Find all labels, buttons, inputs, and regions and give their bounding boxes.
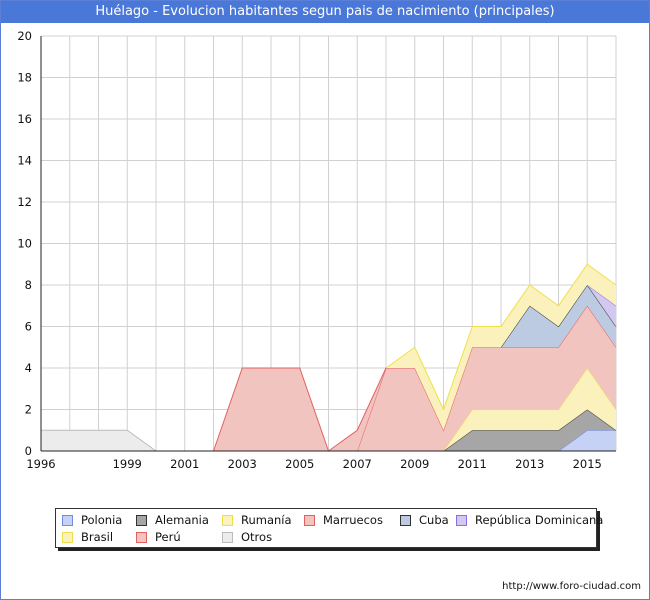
legend-item-republica-dominicana: República Dominicana (456, 513, 603, 527)
legend-swatch (400, 514, 411, 526)
x-tick-label: 2001 (170, 457, 199, 471)
area-rumania (41, 368, 616, 451)
x-tick-label: 2013 (515, 457, 544, 471)
legend-item-otros: Otros (222, 530, 272, 544)
source-link[interactable]: http://www.foro-ciudad.com (502, 581, 641, 592)
y-tick-label: 4 (25, 361, 32, 375)
y-tick-label: 16 (17, 112, 32, 126)
y-tick-label: 20 (17, 29, 32, 43)
area-otros (41, 264, 616, 451)
legend-item-brasil: Brasil (62, 530, 113, 544)
legend-label: Cuba (419, 513, 449, 527)
legend-swatch (136, 514, 147, 526)
legend-swatch (62, 531, 73, 543)
legend-item-rumania: Rumanía (222, 513, 292, 527)
chart-plot: 0 2 4 6 8 10 12 14 16 18 20 1996 1999 2001 2003 2005 200… (17, 29, 617, 471)
legend-item-polonia: Polonia (62, 513, 122, 527)
chart-title: Huélago - Evolucion habitantes segun pai… (1, 1, 649, 23)
x-tick-label: 2015 (573, 457, 602, 471)
legend-label: Alemania (155, 513, 209, 527)
line-brasil (385, 263, 617, 411)
y-tick-label: 0 (25, 444, 32, 458)
x-tick-label: 2009 (400, 457, 429, 471)
legend-swatch (222, 531, 233, 543)
y-tick-label: 6 (25, 320, 32, 334)
y-tick-label: 2 (25, 403, 32, 417)
legend-item-cuba: Cuba (400, 513, 449, 527)
x-tick-label: 2003 (228, 457, 257, 471)
chart-legend: Polonia Alemania Rumanía Marruecos Cuba Repúb… (55, 508, 603, 548)
legend-label: Rumanía (241, 513, 292, 527)
legend-swatch (62, 514, 73, 526)
area-marruecos (41, 305, 616, 451)
legend-label: Brasil (81, 530, 114, 544)
legend-label: Marruecos (323, 513, 383, 527)
x-tick-label: 2005 (285, 457, 314, 471)
legend-item-peru: Perú (136, 530, 181, 544)
y-tick-label: 14 (17, 154, 32, 168)
legend-label: Polonia (81, 513, 123, 527)
y-tick-label: 18 (17, 71, 32, 85)
legend-label: Otros (241, 530, 273, 544)
x-tick-label: 2007 (343, 457, 372, 471)
x-tick-label: 2011 (458, 457, 487, 471)
legend-item-alemania: Alemania (136, 513, 209, 527)
legend-swatch (136, 531, 147, 543)
line-otros (41, 429, 157, 452)
legend-swatch (304, 514, 315, 526)
y-tick-label: 12 (17, 195, 32, 209)
area-alemania (41, 409, 616, 451)
line-peru (328, 367, 387, 452)
x-tick-label: 1999 (113, 457, 142, 471)
legend-label: República Dominicana (475, 513, 604, 527)
x-tick-label: 1996 (26, 457, 55, 471)
legend-swatch (222, 514, 233, 526)
legend-label: Perú (155, 530, 181, 544)
y-tick-label: 8 (25, 278, 32, 292)
legend-swatch (456, 514, 467, 526)
y-tick-label: 10 (17, 237, 32, 251)
legend-item-marruecos: Marruecos (304, 513, 383, 527)
